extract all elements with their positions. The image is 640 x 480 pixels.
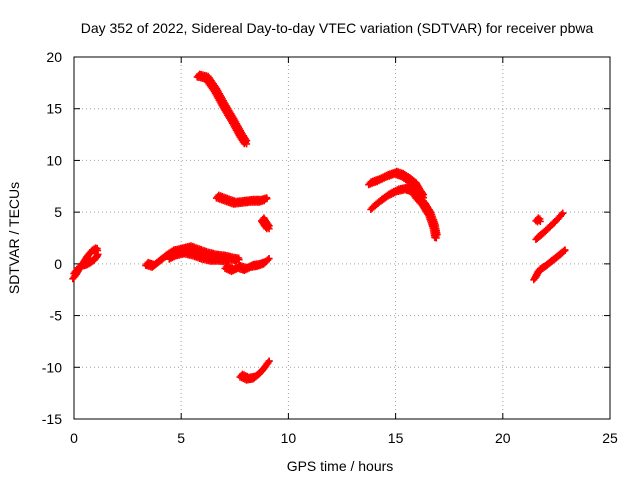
data-series-arc-h [258, 214, 273, 233]
plot-frame [73, 56, 611, 420]
data-point [243, 140, 251, 148]
data-marks [69, 70, 569, 384]
data-series-arc-b [70, 250, 102, 278]
ticks [73, 56, 611, 420]
tick-labels: 0 5 10 15 20 25 -15 -10 -5 0 5 10 15 20 [42, 49, 618, 446]
x-axis-title: GPS time / hours [287, 458, 394, 474]
data-point [263, 195, 271, 203]
data-series-arc-g [212, 191, 271, 208]
y-tick-label: 20 [46, 49, 62, 65]
x-tick-label: 0 [70, 430, 78, 446]
data-point [235, 256, 243, 264]
x-tick-label: 5 [177, 430, 185, 446]
data-series-arc-f [193, 70, 251, 148]
data-point [264, 256, 272, 264]
y-tick-label: 10 [46, 152, 62, 168]
data-series-arc-l [530, 246, 569, 284]
data-series-arc-k [367, 183, 441, 242]
x-tick-label: 15 [388, 430, 404, 446]
data-series-arc-d [165, 247, 232, 266]
data-point [264, 359, 272, 367]
data-point [536, 218, 544, 225]
grid [74, 57, 610, 419]
data-point [265, 225, 273, 233]
data-series-arc-e [221, 255, 273, 276]
data-series-arc-n [532, 214, 544, 226]
y-tick-label: 0 [54, 256, 62, 272]
data-point [560, 247, 568, 255]
x-tick-label: 10 [281, 430, 297, 446]
data-series-arc-m [532, 209, 567, 243]
x-tick-label: 20 [495, 430, 511, 446]
y-tick-label: -5 [50, 308, 63, 324]
y-tick-label: -15 [42, 411, 62, 427]
x-tick-label: 25 [602, 430, 618, 446]
data-point [558, 211, 565, 219]
y-axis-title: SDTVAR / TECUs [6, 182, 22, 294]
data-point [561, 246, 569, 254]
data-point [265, 255, 273, 263]
chart-title: Day 352 of 2022, Sidereal Day-to-day VTE… [81, 20, 594, 36]
y-tick-label: -10 [42, 359, 62, 375]
y-tick-label: 5 [54, 204, 62, 220]
data-point [264, 223, 272, 231]
data-point [265, 357, 273, 365]
data-point [432, 234, 440, 242]
data-point [559, 209, 567, 217]
y-tick-label: 15 [46, 101, 62, 117]
data-series-arc-i [236, 357, 273, 384]
data-point [94, 251, 102, 258]
